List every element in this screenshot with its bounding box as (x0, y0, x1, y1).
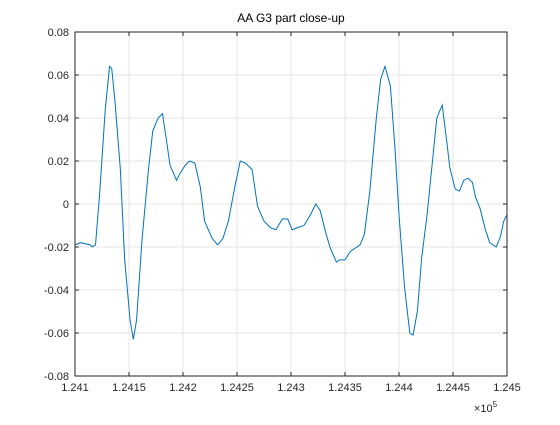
x-tick-label: 1.2415 (112, 382, 146, 394)
y-tick-label: 0.06 (48, 70, 69, 82)
x-tick-label: 1.242 (169, 382, 197, 394)
y-tick-label: -0.06 (44, 328, 69, 340)
y-tick-label: 0.08 (48, 27, 69, 39)
x-tick-label: 1.2445 (436, 382, 470, 394)
data-line (74, 64, 508, 340)
y-tick-label: -0.02 (44, 242, 69, 254)
y-tick-label: -0.04 (44, 285, 69, 297)
y-tick-label: 0 (63, 199, 69, 211)
y-tick-label: 0.04 (48, 113, 69, 125)
axes-box (74, 31, 508, 377)
x-tick-label: 1.243 (277, 382, 305, 394)
x-tick-label: 1.245 (493, 382, 521, 394)
x-tick-label: 1.241 (61, 382, 89, 394)
x-exponent: ×105 (474, 400, 498, 415)
chart-title: AA G3 part close-up (237, 11, 345, 25)
x-exponent-power: 5 (493, 400, 498, 409)
x-tick-label: 1.2435 (328, 382, 362, 394)
y-tick-label: -0.08 (44, 371, 69, 383)
x-tick-label: 1.2425 (220, 382, 254, 394)
x-exponent-base: ×10 (474, 403, 493, 415)
x-tick-label: 1.244 (385, 382, 413, 394)
y-tick-label: 0.02 (48, 156, 69, 168)
